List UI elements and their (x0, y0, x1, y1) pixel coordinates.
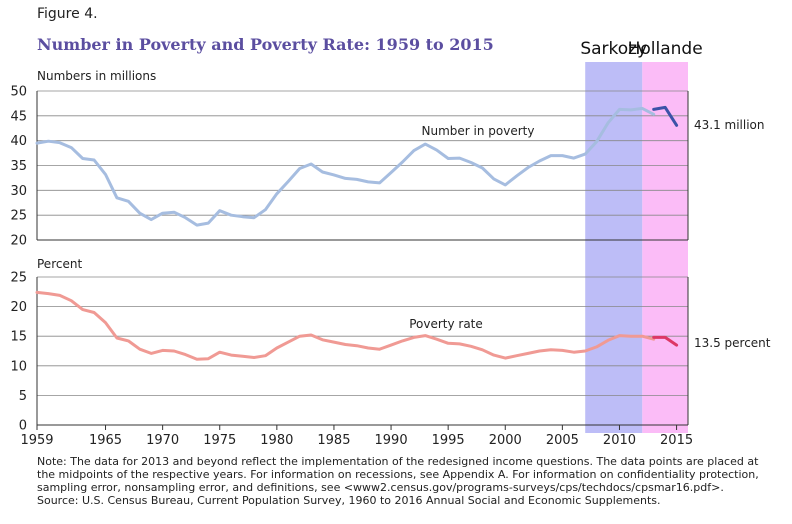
footnote-line: sampling error, nonsampling error, and d… (37, 481, 724, 494)
chart-footnote: Note: The data for 2013 and beyond refle… (37, 455, 777, 507)
y-tick-label: 50 (10, 85, 27, 100)
x-tick-label: 2005 (546, 433, 579, 448)
number-in-poverty-line (35, 106, 656, 227)
y-axis-label: Numbers in millions (37, 69, 156, 83)
y-tick-label: 20 (10, 300, 27, 315)
x-tick-label: 1965 (89, 433, 122, 448)
sarkozy-label: Sarkozy (580, 39, 647, 59)
footnote-line: Note: The data for 2013 and beyond refle… (37, 455, 759, 468)
x-tick-label: 1975 (203, 433, 236, 448)
x-tick-label: 1995 (432, 433, 465, 448)
end-value-label: 13.5 percent (694, 336, 771, 350)
y-tick-label: 40 (10, 134, 27, 149)
end-value-label: 43.1 million (694, 118, 765, 132)
poverty-rate-line (35, 290, 656, 361)
y-tick-label: 15 (10, 330, 27, 345)
y-tick-label: 30 (10, 184, 27, 199)
y-tick-label: 5 (19, 389, 27, 404)
y-tick-label: 25 (10, 209, 27, 224)
x-tick-label: 1970 (146, 433, 179, 448)
y-tick-label: 10 (10, 359, 27, 374)
y-axis-label: Percent (37, 257, 82, 271)
footnote-line: Source: U.S. Census Bureau, Current Popu… (37, 494, 661, 507)
footnote-line: the midpoints of the respective years. F… (37, 468, 759, 481)
y-tick-label: 35 (10, 159, 27, 174)
number-in-poverty-line-redesigned (652, 105, 679, 127)
x-tick-label: 2000 (489, 433, 522, 448)
y-tick-label: 45 (10, 109, 27, 124)
y-tick-label: 25 (10, 271, 27, 286)
sarkozy-band (585, 277, 643, 433)
x-tick-label: 2010 (603, 433, 636, 448)
series-annotation: Number in poverty (422, 124, 535, 138)
y-tick-label: 0 (19, 419, 27, 434)
hollande-band (642, 62, 688, 277)
x-tick-label: 1990 (375, 433, 408, 448)
poverty-rate-line-redesigned (652, 335, 679, 347)
hollande-band (642, 277, 688, 433)
x-tick-label: 1980 (260, 433, 293, 448)
y-tick-label: 20 (10, 234, 27, 249)
hollande-label: Hollande (628, 39, 703, 59)
x-tick-label: 1959 (20, 433, 53, 448)
figure-label: Figure 4. (37, 6, 98, 22)
x-tick-label: 2015 (660, 433, 693, 448)
chart-title: Number in Poverty and Poverty Rate: 1959… (37, 35, 494, 54)
series-annotation: Poverty rate (409, 317, 483, 331)
sarkozy-band (585, 62, 643, 277)
x-tick-label: 1985 (317, 433, 350, 448)
